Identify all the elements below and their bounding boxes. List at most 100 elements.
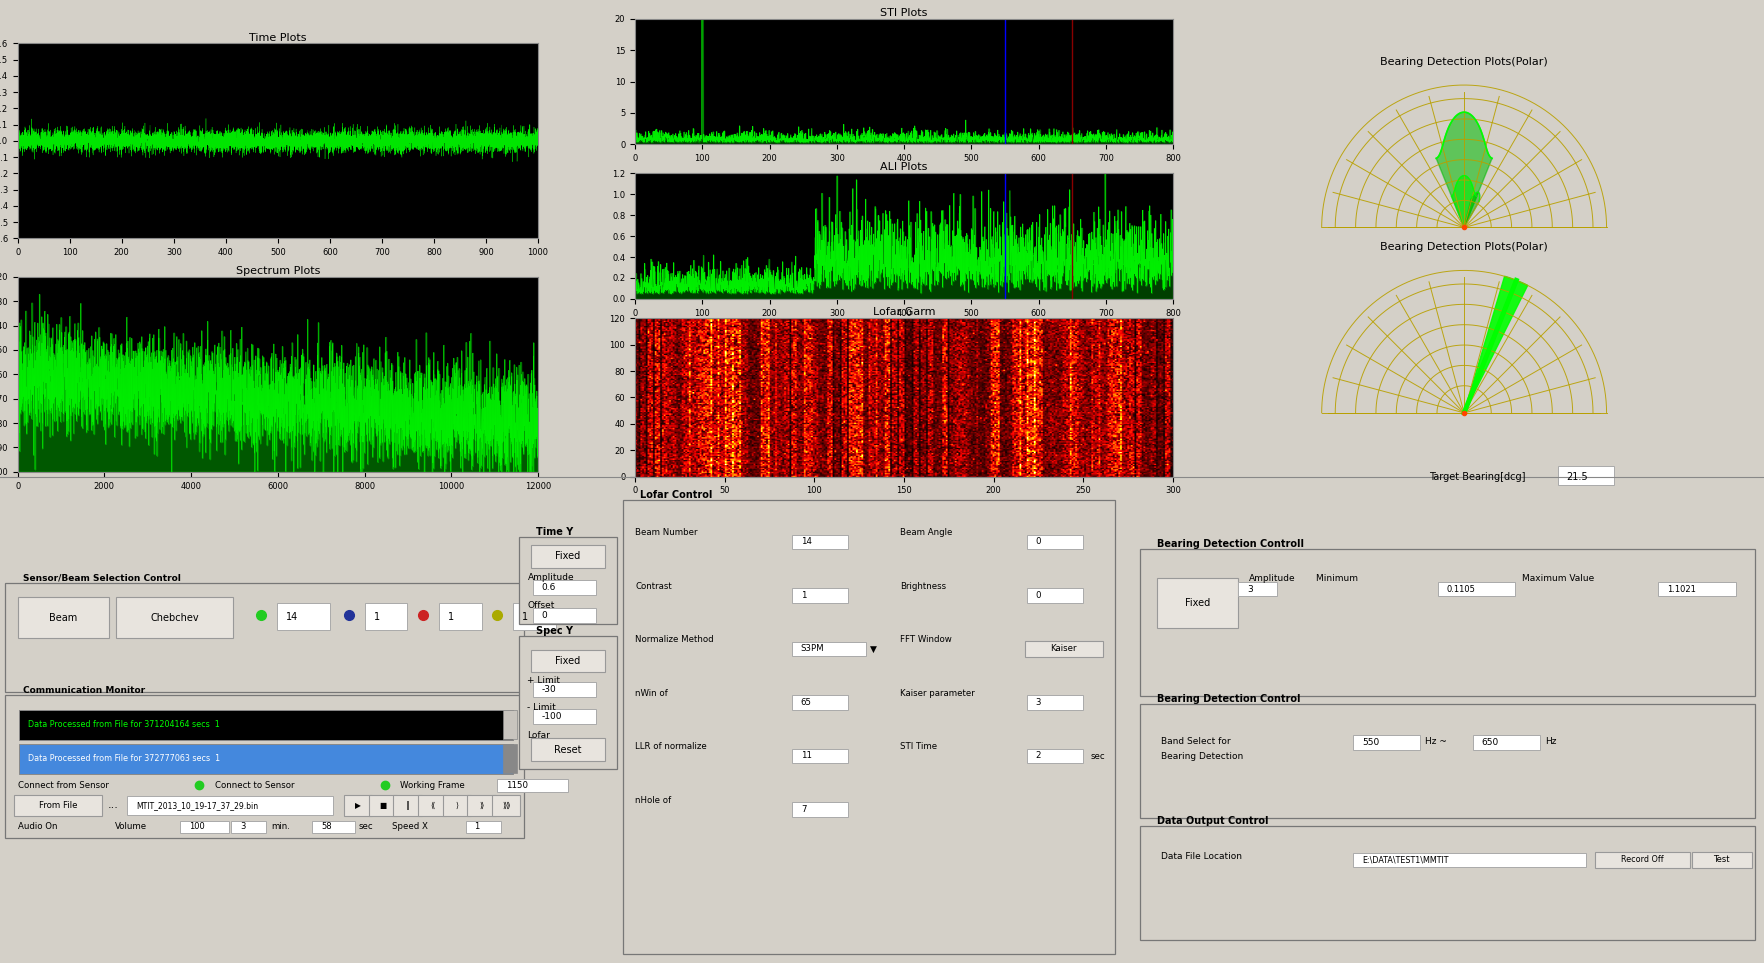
FancyBboxPatch shape bbox=[1658, 582, 1736, 596]
Text: Time Y: Time Y bbox=[536, 527, 573, 536]
Title: Bearing Detection Plots(Polar): Bearing Detection Plots(Polar) bbox=[1379, 57, 1549, 66]
FancyBboxPatch shape bbox=[492, 795, 520, 816]
Text: sec: sec bbox=[1090, 752, 1104, 761]
Text: 65: 65 bbox=[801, 698, 811, 707]
FancyBboxPatch shape bbox=[1438, 582, 1515, 596]
Text: Data Output Control: Data Output Control bbox=[1157, 816, 1268, 826]
Title: Lofar Garm: Lofar Garm bbox=[873, 307, 935, 318]
Text: 2: 2 bbox=[1035, 751, 1041, 761]
FancyBboxPatch shape bbox=[1692, 852, 1752, 868]
Text: Volume: Volume bbox=[115, 822, 146, 831]
FancyBboxPatch shape bbox=[1027, 695, 1083, 710]
Text: Data File Location: Data File Location bbox=[1161, 851, 1242, 861]
FancyBboxPatch shape bbox=[1027, 588, 1083, 603]
Text: 7: 7 bbox=[801, 805, 806, 814]
Text: FFT Window: FFT Window bbox=[900, 636, 951, 644]
FancyBboxPatch shape bbox=[18, 597, 109, 638]
Text: Beam Number: Beam Number bbox=[635, 528, 697, 537]
FancyBboxPatch shape bbox=[231, 820, 266, 833]
Text: Normalize Method: Normalize Method bbox=[635, 636, 714, 644]
FancyBboxPatch shape bbox=[531, 650, 605, 672]
FancyBboxPatch shape bbox=[533, 609, 596, 623]
Text: Target Bearing[dcg]: Target Bearing[dcg] bbox=[1429, 472, 1526, 482]
Text: 550: 550 bbox=[1362, 738, 1379, 746]
Text: Bearing Detection Control: Bearing Detection Control bbox=[1157, 694, 1300, 704]
FancyBboxPatch shape bbox=[792, 748, 848, 763]
FancyBboxPatch shape bbox=[116, 597, 233, 638]
Text: Data Processed from File for 372777063 secs  1: Data Processed from File for 372777063 s… bbox=[28, 754, 220, 764]
Text: Brightness: Brightness bbox=[900, 582, 946, 590]
FancyBboxPatch shape bbox=[5, 583, 524, 691]
Polygon shape bbox=[1452, 175, 1476, 227]
FancyBboxPatch shape bbox=[19, 710, 513, 740]
FancyBboxPatch shape bbox=[369, 795, 397, 816]
Title: STI Plots: STI Plots bbox=[880, 8, 928, 18]
FancyBboxPatch shape bbox=[792, 695, 848, 710]
Text: ⟩: ⟩ bbox=[455, 801, 459, 810]
Text: ‖: ‖ bbox=[406, 801, 409, 810]
FancyBboxPatch shape bbox=[1027, 748, 1083, 763]
Text: 0: 0 bbox=[542, 612, 547, 620]
FancyBboxPatch shape bbox=[519, 536, 617, 624]
Text: 58: 58 bbox=[321, 822, 332, 831]
FancyBboxPatch shape bbox=[344, 795, 372, 816]
Text: 3: 3 bbox=[1247, 585, 1252, 593]
Text: ⟫: ⟫ bbox=[480, 801, 483, 810]
Text: Kaiser parameter: Kaiser parameter bbox=[900, 689, 974, 697]
FancyBboxPatch shape bbox=[312, 820, 355, 833]
FancyBboxPatch shape bbox=[497, 779, 568, 793]
Text: E:\DATA\TEST1\MMTIT: E:\DATA\TEST1\MMTIT bbox=[1362, 855, 1448, 865]
FancyBboxPatch shape bbox=[1473, 735, 1540, 749]
Text: Chebchev: Chebchev bbox=[150, 612, 199, 623]
Text: MTIT_2013_10_19-17_37_29.bin: MTIT_2013_10_19-17_37_29.bin bbox=[136, 801, 258, 810]
FancyBboxPatch shape bbox=[792, 534, 848, 549]
Text: min.: min. bbox=[272, 822, 291, 831]
Text: Bearing Detection: Bearing Detection bbox=[1161, 752, 1244, 761]
FancyBboxPatch shape bbox=[623, 500, 1115, 954]
FancyBboxPatch shape bbox=[1353, 735, 1420, 749]
Text: Audio On: Audio On bbox=[18, 822, 56, 831]
Text: 1: 1 bbox=[522, 612, 527, 621]
Text: Maximum Value: Maximum Value bbox=[1522, 574, 1595, 584]
Text: STI Time: STI Time bbox=[900, 742, 937, 751]
Text: Sensor/Beam Selection Control: Sensor/Beam Selection Control bbox=[23, 574, 180, 583]
Text: 100: 100 bbox=[189, 822, 205, 831]
Text: 1.1021: 1.1021 bbox=[1667, 585, 1695, 593]
Text: Hz: Hz bbox=[1545, 738, 1558, 746]
FancyBboxPatch shape bbox=[513, 603, 556, 631]
Text: Spec Y: Spec Y bbox=[536, 626, 573, 637]
FancyBboxPatch shape bbox=[503, 710, 517, 740]
FancyBboxPatch shape bbox=[5, 694, 524, 838]
FancyBboxPatch shape bbox=[466, 820, 501, 833]
Text: Minimum: Minimum bbox=[1293, 574, 1358, 584]
Text: ▶: ▶ bbox=[355, 801, 362, 810]
Text: Hz ~: Hz ~ bbox=[1425, 738, 1446, 746]
FancyBboxPatch shape bbox=[1025, 641, 1102, 657]
Text: - Limit: - Limit bbox=[527, 703, 556, 713]
Text: Connect from Sensor: Connect from Sensor bbox=[18, 781, 109, 790]
Title: Spectrum Plots: Spectrum Plots bbox=[236, 266, 319, 276]
Text: 1: 1 bbox=[475, 822, 480, 831]
FancyBboxPatch shape bbox=[531, 545, 605, 567]
Text: Record Off: Record Off bbox=[1621, 855, 1663, 865]
FancyBboxPatch shape bbox=[1140, 704, 1755, 819]
Text: -100: -100 bbox=[542, 712, 563, 721]
Text: Amplitude: Amplitude bbox=[527, 573, 573, 582]
FancyBboxPatch shape bbox=[533, 683, 596, 697]
FancyBboxPatch shape bbox=[14, 795, 102, 816]
Text: Kaiser: Kaiser bbox=[1050, 644, 1078, 653]
Text: + Limit: + Limit bbox=[527, 676, 561, 686]
FancyBboxPatch shape bbox=[503, 744, 517, 773]
FancyBboxPatch shape bbox=[127, 795, 333, 815]
FancyBboxPatch shape bbox=[365, 603, 407, 631]
Text: S3PM: S3PM bbox=[801, 644, 824, 653]
FancyBboxPatch shape bbox=[533, 709, 596, 724]
Text: nWin of: nWin of bbox=[635, 689, 669, 697]
Text: 14: 14 bbox=[286, 612, 298, 621]
Text: ▼: ▼ bbox=[870, 645, 877, 654]
Text: Speed X: Speed X bbox=[392, 822, 427, 831]
Text: ⟪: ⟪ bbox=[430, 801, 434, 810]
Text: Beam: Beam bbox=[49, 612, 78, 623]
FancyBboxPatch shape bbox=[1238, 582, 1277, 596]
Text: 1: 1 bbox=[448, 612, 453, 621]
